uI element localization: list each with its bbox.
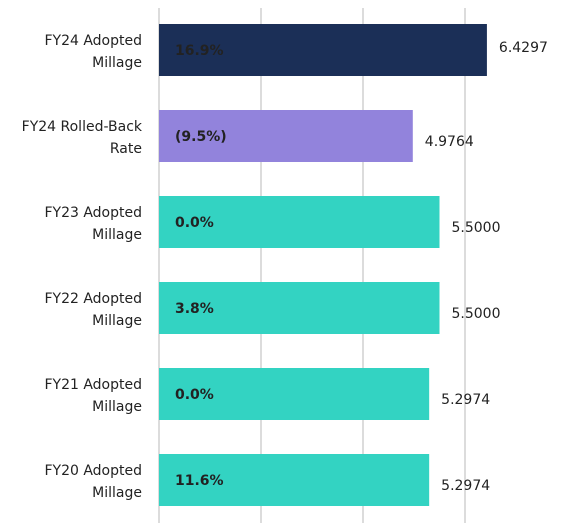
value-label: 6.4297: [499, 40, 548, 56]
value-label: 4.9764: [425, 134, 474, 150]
bar: [159, 282, 440, 334]
bar: [159, 454, 430, 506]
value-label: 5.2974: [441, 392, 490, 408]
bar-annotation: 11.6%: [175, 473, 224, 489]
value-label: 5.2974: [441, 478, 490, 494]
value-label: 5.5000: [452, 220, 501, 236]
category-label: FY21 Adopted Millage: [44, 377, 142, 415]
category-label: FY20 Adopted Millage: [44, 463, 142, 501]
category-label: FY23 Adopted Millage: [44, 205, 142, 243]
bar: [159, 110, 413, 162]
bar: [159, 24, 487, 76]
value-label: 5.5000: [452, 306, 501, 322]
category-label: FY24 Adopted Millage: [44, 33, 142, 71]
bar-annotation: 16.9%: [175, 43, 224, 59]
bar-annotation: (9.5%): [175, 129, 227, 145]
category-label: FY24 Rolled-Back Rate: [21, 119, 142, 157]
bar-annotation: 0.0%: [175, 387, 214, 403]
bar: [159, 196, 440, 248]
bar-annotation: 3.8%: [175, 301, 214, 317]
bar: [159, 368, 430, 420]
bar-annotation: 0.0%: [175, 215, 214, 231]
category-label: FY22 Adopted Millage: [44, 291, 142, 329]
